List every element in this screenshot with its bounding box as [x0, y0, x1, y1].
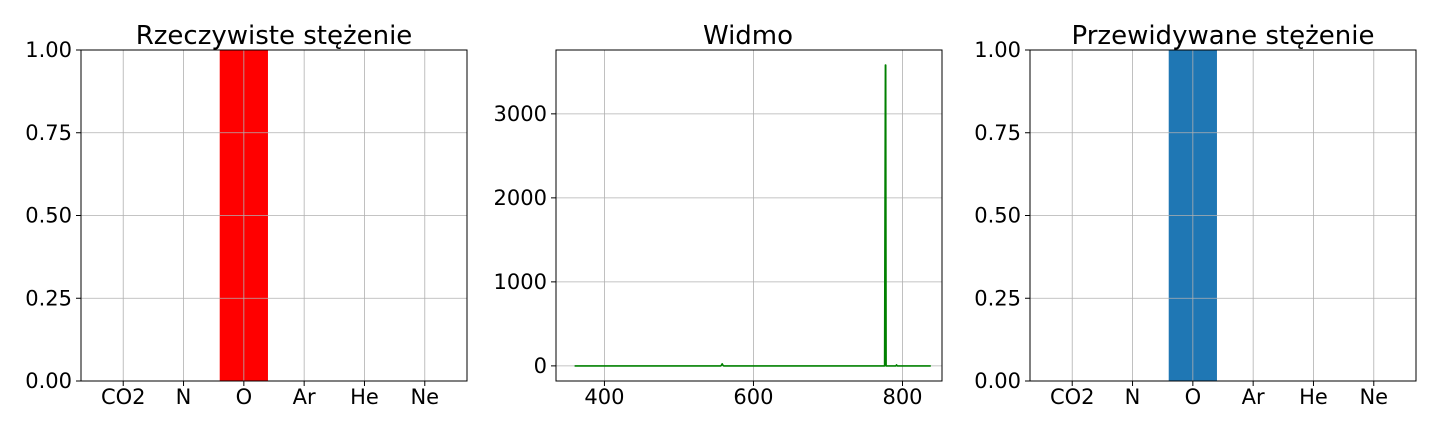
y-tick-label: 0.75	[974, 121, 1021, 145]
x-tick-label: N	[176, 385, 192, 409]
spectrum-chart: Widmo 400 600 800 0 1000 2000 3000	[494, 21, 943, 409]
x-tick-label: Ar	[1242, 385, 1265, 409]
x-tick-label: N	[1125, 385, 1141, 409]
x-tick-label: Ne	[410, 385, 439, 409]
x-tick-label: Ne	[1359, 385, 1388, 409]
x-tick-label: CO2	[1050, 385, 1095, 409]
y-tick-label: 0.25	[25, 286, 72, 310]
axes-frame	[80, 49, 468, 382]
x-tick-label: He	[1299, 385, 1328, 409]
chart-title: Widmo	[703, 21, 793, 51]
chart-title: Przewidywane stężenie	[1072, 21, 1375, 51]
x-tick-label: He	[350, 385, 379, 409]
x-tick-label: Ar	[293, 385, 316, 409]
y-tick-label: 1.00	[25, 38, 72, 62]
y-tick-label: 0	[534, 354, 547, 378]
x-tick-label: 400	[584, 385, 624, 409]
real-concentration-chart: Rzeczywiste stężenie CO2 N O Ar He Ne 0.00 0.25…	[25, 21, 468, 409]
y-tick-label: 2000	[494, 186, 547, 210]
y-tick-label: 0.75	[25, 121, 72, 145]
chart-title: Rzeczywiste stężenie	[136, 21, 413, 51]
y-tick-label: 0.50	[974, 204, 1021, 228]
x-tick-label: 600	[733, 385, 773, 409]
y-tick-label: 0.25	[974, 286, 1021, 310]
predicted-concentration-chart: Przewidywane stężenie CO2 N O Ar He Ne 0.00 0.2…	[974, 21, 1417, 409]
y-tick-label: 0.50	[25, 204, 72, 228]
axes-frame	[555, 49, 943, 382]
y-tick-label: 1.00	[974, 38, 1021, 62]
x-tick-label: O	[1185, 385, 1202, 409]
y-tick-label: 3000	[494, 102, 547, 126]
y-tick-label: 1000	[494, 270, 547, 294]
spectrum-line	[574, 64, 931, 367]
x-tick-label: CO2	[101, 385, 146, 409]
x-tick-label: O	[236, 385, 253, 409]
x-tick-label: 800	[882, 385, 922, 409]
y-tick-label: 0.00	[974, 369, 1021, 393]
axes-frame	[1029, 49, 1417, 382]
y-tick-label: 0.00	[25, 369, 72, 393]
